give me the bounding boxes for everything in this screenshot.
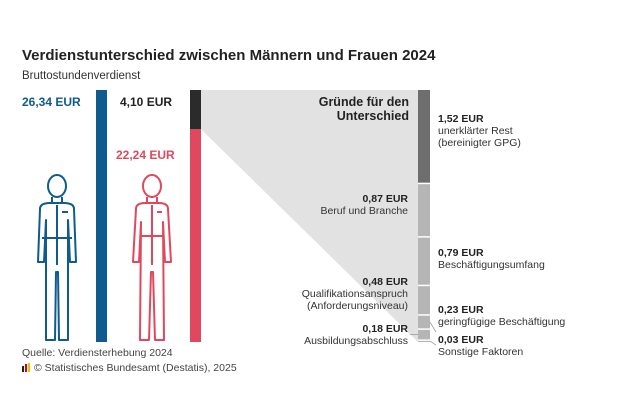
female-figure-icon bbox=[132, 174, 172, 341]
component-segment-5 bbox=[418, 329, 430, 341]
men-earnings-label: 26,34 EUR bbox=[22, 95, 81, 109]
component-segment-3 bbox=[418, 285, 430, 315]
bar-women bbox=[190, 129, 201, 342]
label-marginal-employment: 0,23 EUR geringfügige Beschäftigung bbox=[438, 304, 566, 328]
source-note: Quelle: Verdiensterhebung 2024 bbox=[22, 347, 173, 359]
label-other-factors: 0,03 EUR Sonstige Faktoren bbox=[438, 334, 524, 358]
women-earnings-label: 22,24 EUR bbox=[116, 148, 175, 162]
component-segment-1 bbox=[418, 183, 430, 237]
chart-title: Verdienstunterschied zwischen Männern un… bbox=[22, 47, 436, 64]
label-occupation: 0,87 EUR Beruf und Branche bbox=[320, 193, 408, 217]
label-unexplained: 1,52 EUR unerklärter Rest (bereinigter G… bbox=[438, 113, 521, 149]
reasons-heading: Gründe für den Unterschied bbox=[318, 95, 409, 123]
bar-gap bbox=[190, 90, 201, 130]
copyright-note: © Statistisches Bundesamt (Destatis), 20… bbox=[22, 362, 237, 374]
label-qualification: 0,48 EUR Qualifikationsanspruch (Anforde… bbox=[301, 276, 408, 312]
male-figure-icon bbox=[37, 174, 77, 341]
label-education: 0,18 EUR Ausbildungsabschluss bbox=[304, 323, 408, 347]
component-segment-4 bbox=[418, 314, 430, 330]
leader-line-marginal bbox=[429, 321, 437, 333]
bar-men bbox=[96, 90, 107, 342]
component-segment-2 bbox=[418, 236, 430, 286]
gap-earnings-label: 4,10 EUR bbox=[120, 95, 173, 109]
gap-wedge bbox=[201, 90, 418, 342]
chart-subtitle: Bruttostundenverdienst bbox=[22, 70, 141, 82]
destatis-logo-icon bbox=[22, 363, 30, 372]
component-segment-6 bbox=[418, 340, 430, 342]
component-segment-0 bbox=[418, 90, 430, 184]
leader-line-other bbox=[429, 340, 437, 346]
label-employment-scope: 0,79 EUR Beschäftigungsumfang bbox=[438, 247, 545, 271]
